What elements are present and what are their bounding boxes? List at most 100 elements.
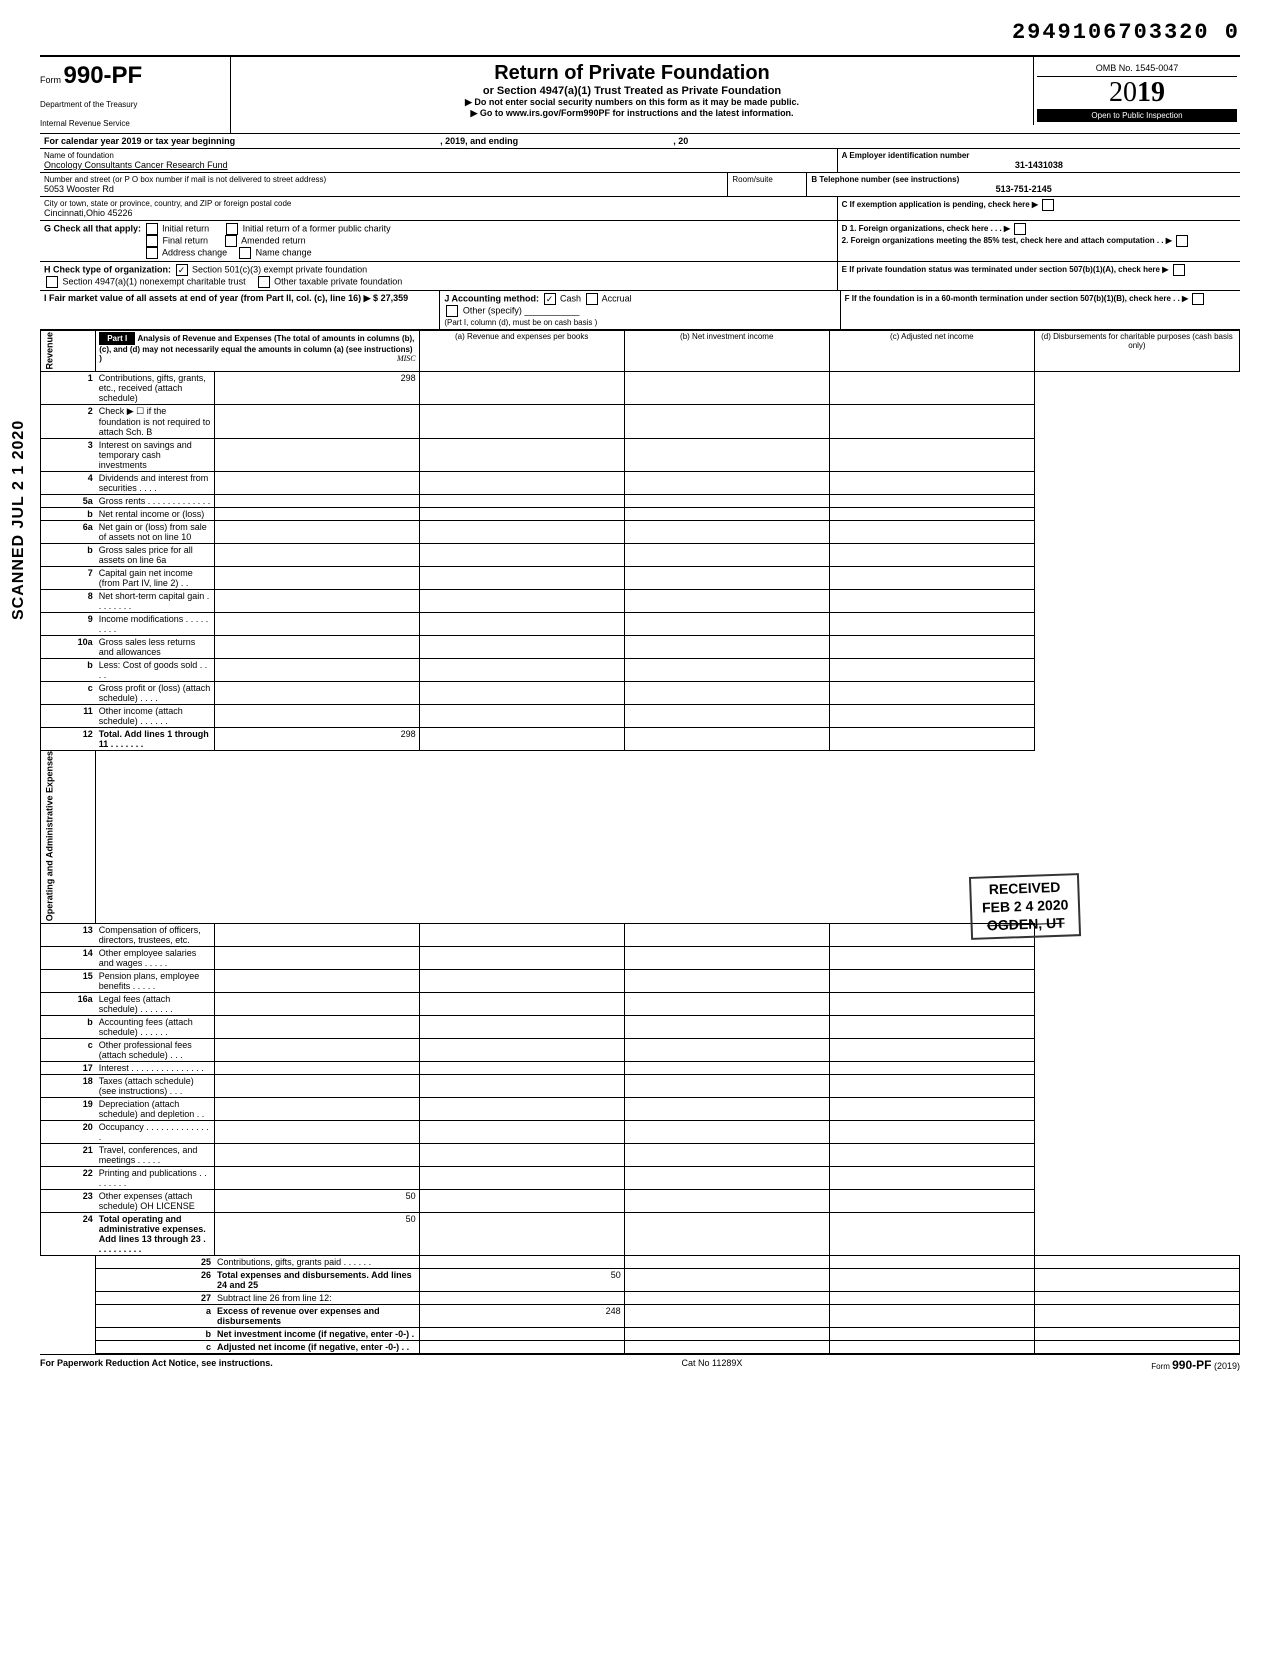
line-description: Occupancy . . . . . . . . . . . . . . xyxy=(96,1120,214,1143)
line-description: Net short-term capital gain . . . . . . … xyxy=(96,589,214,612)
col-a-value xyxy=(214,969,419,992)
table-row: 16a Legal fees (attach schedule) . . . .… xyxy=(41,992,1240,1015)
main-title: Return of Private Foundation xyxy=(236,62,1028,85)
col-c-value xyxy=(829,1340,1034,1353)
line-description: Other professional fees (attach schedule… xyxy=(96,1038,214,1061)
j-cash-checkbox[interactable]: ✓ xyxy=(544,293,556,305)
id-section: Name of foundation Oncology Consultants … xyxy=(40,149,1240,173)
col-b-value xyxy=(419,1189,624,1212)
col-d-value xyxy=(829,438,1034,471)
col-c-value xyxy=(624,1143,829,1166)
table-row: 20 Occupancy . . . . . . . . . . . . . . xyxy=(41,1120,1240,1143)
table-row: b Gross sales price for all assets on li… xyxy=(41,543,1240,566)
col-a-value: 298 xyxy=(214,727,419,750)
c-checkbox[interactable] xyxy=(1042,199,1054,211)
col-a-value xyxy=(214,681,419,704)
line-description: Net gain or (loss) from sale of assets n… xyxy=(96,520,214,543)
col-d-value xyxy=(829,1166,1034,1189)
col-b-value xyxy=(419,704,624,727)
col-c-value xyxy=(624,1166,829,1189)
col-a-value xyxy=(214,658,419,681)
line-description: Less: Cost of goods sold . . . . xyxy=(96,658,214,681)
line-description: Printing and publications . . . . . . . … xyxy=(96,1166,214,1189)
col-c-value xyxy=(624,589,829,612)
line-description: Contributions, gifts, grants paid . . . … xyxy=(214,1255,419,1268)
street-address: 5053 Wooster Rd xyxy=(44,184,723,194)
col-d-value xyxy=(829,1143,1034,1166)
line-number: 15 xyxy=(41,969,96,992)
sub-title: or Section 4947(a)(1) Trust Treated as P… xyxy=(236,85,1028,97)
col-a-value xyxy=(214,1038,419,1061)
col-b-value xyxy=(419,543,624,566)
d2-label: 2. Foreign organizations meeting the 85%… xyxy=(842,235,1236,247)
col-a-value: 50 xyxy=(419,1268,624,1291)
table-row: 6a Net gain or (loss) from sale of asset… xyxy=(41,520,1240,543)
line-number: 24 xyxy=(41,1212,96,1255)
line-number: b xyxy=(41,507,96,520)
table-row: b Less: Cost of goods sold . . . . xyxy=(41,658,1240,681)
col-c-value xyxy=(829,1268,1034,1291)
col-a-value xyxy=(419,1327,624,1340)
col-d-value xyxy=(829,658,1034,681)
line-description: Income modifications . . . . . . . . . xyxy=(96,612,214,635)
h-501c3-checkbox[interactable]: ✓ xyxy=(176,264,188,276)
omb-number: OMB No. 1545-0047 xyxy=(1037,60,1237,77)
tax-year: 2019 xyxy=(1037,77,1237,109)
col-b-value xyxy=(419,658,624,681)
calendar-year-row: For calendar year 2019 or tax year begin… xyxy=(40,134,1240,149)
table-row: 8 Net short-term capital gain . . . . . … xyxy=(41,589,1240,612)
form-number: 990-PF xyxy=(64,62,143,89)
col-a-value xyxy=(214,992,419,1015)
col-d-value xyxy=(829,969,1034,992)
line-number: 1 xyxy=(41,371,96,404)
col-b-value xyxy=(624,1327,829,1340)
col-d-value xyxy=(1034,1327,1239,1340)
col-c-value xyxy=(624,992,829,1015)
city-state-zip: Cincinnati,Ohio 45226 xyxy=(44,208,833,218)
misc-handwritten: MISC xyxy=(397,354,416,363)
calendar-begin: For calendar year 2019 or tax year begin… xyxy=(40,134,1240,148)
line-number: 18 xyxy=(41,1074,96,1097)
col-c-value xyxy=(624,658,829,681)
col-a-value xyxy=(214,438,419,471)
dept-irs: Internal Revenue Service xyxy=(40,119,220,128)
line-number: 11 xyxy=(41,704,96,727)
line-number: c xyxy=(41,681,96,704)
table-row: 7 Capital gain net income (from Part IV,… xyxy=(41,566,1240,589)
line-number: a xyxy=(96,1304,214,1327)
col-a-value xyxy=(214,1097,419,1120)
g-label: G Check all that apply: xyxy=(44,223,141,233)
col-a-value xyxy=(214,1166,419,1189)
col-b-value xyxy=(419,438,624,471)
col-d-value xyxy=(829,543,1034,566)
col-b-value xyxy=(419,404,624,438)
col-c-value xyxy=(624,704,829,727)
line-description: Gross profit or (loss) (attach schedule)… xyxy=(96,681,214,704)
col-c-value xyxy=(624,612,829,635)
col-b-value xyxy=(419,727,624,750)
line-description: Pension plans, employee benefits . . . .… xyxy=(96,969,214,992)
col-d-value xyxy=(829,635,1034,658)
room-label: Room/suite xyxy=(732,175,802,184)
line-description: Accounting fees (attach schedule) . . . … xyxy=(96,1015,214,1038)
line-number: 12 xyxy=(41,727,96,750)
line-number: 21 xyxy=(41,1143,96,1166)
col-c-value xyxy=(829,1255,1034,1268)
col-a-value xyxy=(419,1255,624,1268)
col-c-value xyxy=(624,923,829,946)
footer-right: Form 990-PF (2019) xyxy=(1151,1358,1240,1372)
line-description: Capital gain net income (from Part IV, l… xyxy=(96,566,214,589)
col-b-value xyxy=(419,1038,624,1061)
col-b-value xyxy=(419,923,624,946)
f-label: F If the foundation is in a 60-month ter… xyxy=(845,293,1236,305)
c-label: C If exemption application is pending, c… xyxy=(842,199,1236,211)
line-number: 23 xyxy=(41,1189,96,1212)
col-b-value xyxy=(419,1120,624,1143)
col-c-value xyxy=(624,1038,829,1061)
col-c-value xyxy=(624,1097,829,1120)
d1-label: D 1. Foreign organizations, check here .… xyxy=(842,223,1236,235)
line-description: Excess of revenue over expenses and disb… xyxy=(214,1304,419,1327)
col-a-value xyxy=(214,494,419,507)
table-row: 17 Interest . . . . . . . . . . . . . . … xyxy=(41,1061,1240,1074)
line-number: 7 xyxy=(41,566,96,589)
